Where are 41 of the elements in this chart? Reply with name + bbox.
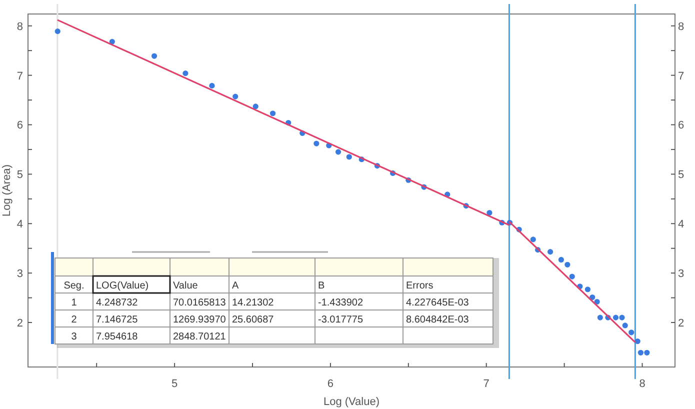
annotation: -1.433902 [318, 298, 364, 308]
annotation: LOG(Value) [96, 280, 149, 292]
annotation: B [318, 280, 325, 292]
annotation: 8.604842E-03 [406, 314, 470, 326]
annotation: 4.227645E-03 [406, 298, 470, 308]
annotation: A [232, 280, 239, 292]
y2-tick-label: 2 [678, 318, 684, 330]
annotation: 14.21302 [232, 298, 274, 308]
annotation: 3 [71, 332, 78, 342]
y-axis-title: Log (Area) [1, 164, 13, 216]
annotation: Seg. [64, 280, 84, 292]
x-tick-label: 8 [639, 378, 646, 390]
annotation: 1269.93970 [173, 314, 226, 326]
y-tick-label: 2 [16, 318, 23, 330]
annotation: 2 [71, 314, 78, 326]
x-tick-label: 7 [483, 378, 490, 390]
x-tick-label: 6 [327, 378, 334, 390]
annotation: 1 [71, 298, 78, 308]
x-tick-label: 5 [171, 378, 178, 390]
y2-tick-label: 3 [678, 268, 684, 280]
y2-tick-label: 5 [678, 169, 684, 182]
annotation: 7.954618 [96, 332, 138, 342]
annotation: 25.60687 [232, 314, 274, 326]
y-tick-label: 6 [16, 120, 23, 132]
annotation: Value [173, 280, 198, 292]
y-tick-label: 4 [16, 218, 23, 231]
annotation: Errors [406, 280, 434, 292]
y2-tick-label: 6 [678, 120, 684, 132]
annotation: 7.146725 [96, 314, 138, 326]
y-tick-label: 8 [16, 20, 23, 33]
annotation: -3.017775 [318, 314, 364, 326]
annotation: 4.248732 [96, 298, 138, 308]
y2-tick-label: 7 [678, 70, 684, 82]
annotation: 2848.70121 [173, 332, 226, 342]
annotation: 70.0165813 [173, 298, 226, 308]
y2-tick-label: 4 [678, 218, 684, 231]
y-tick-label: 3 [16, 268, 23, 280]
x-axis-title: Log (Value) [323, 396, 380, 408]
y-tick-label: 5 [16, 169, 23, 182]
y2-tick-label: 8 [678, 20, 684, 33]
y-tick-label: 7 [16, 70, 23, 82]
